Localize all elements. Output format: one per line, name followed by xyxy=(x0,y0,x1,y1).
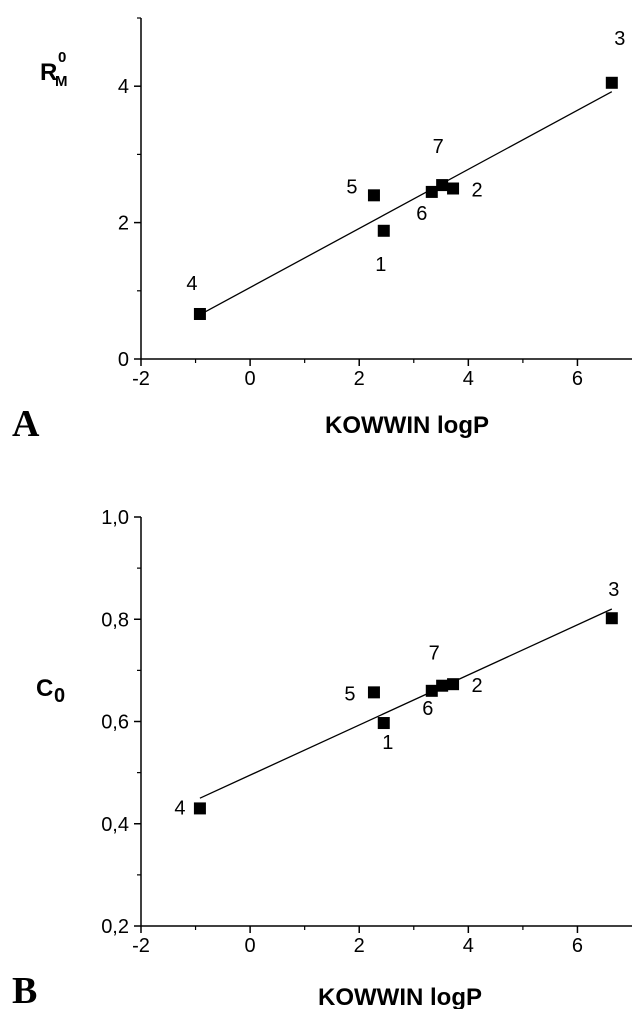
panel-b-y-tick-label: 0,4 xyxy=(101,814,129,836)
panel-b-marks: -2 0 2 4 6 0,2 0,4 0,6 0,8 1,0 1 2 3 4 5 6 7 xyxy=(101,507,619,957)
panel-b-point-label-3: 3 xyxy=(608,579,619,601)
panel-a-point-label-3: 3 xyxy=(614,28,625,50)
panel-a-y-tick-label: 4 xyxy=(118,76,129,98)
panel-a-point-label-4: 4 xyxy=(186,273,197,295)
panel-a-ylabel-superscript: 0 xyxy=(58,49,66,66)
panel-a-ylabel-base: R xyxy=(40,59,57,86)
panel-b-fit-line xyxy=(199,608,613,799)
panel-a-point-5 xyxy=(367,189,380,202)
panel-a-point-label-7: 7 xyxy=(433,136,444,158)
panel-a-point-2 xyxy=(447,182,460,195)
panel-a-point-label-6: 6 xyxy=(416,203,427,225)
panel-a-y-tick-label: 0 xyxy=(118,349,129,371)
panel-b-x-tick-label: 0 xyxy=(245,935,256,957)
panel-b-y-axis-label: C 0 xyxy=(36,675,65,707)
panel-a-x-tick-label: 0 xyxy=(245,368,256,390)
panel-b-y-tick-label: 1,0 xyxy=(101,507,129,529)
panel-b-point-6 xyxy=(425,684,438,697)
panel-b-point-label-4: 4 xyxy=(174,797,185,819)
panel-b-x-tick-label: 4 xyxy=(463,935,474,957)
panel-b-y-tick-label: 0,6 xyxy=(101,712,129,734)
panel-a-point-label-5: 5 xyxy=(346,176,357,198)
panel-a-y-tick-label: 2 xyxy=(118,213,129,235)
panel-a-x-tick-label: 6 xyxy=(572,368,583,390)
panel-a-point-3 xyxy=(605,76,618,89)
panel-a-xlabel: KOWWIN logP xyxy=(325,412,489,439)
panel-a-point-6 xyxy=(425,185,438,198)
panel-a-y-axis-label: R 0 M xyxy=(40,49,68,90)
panel-b-letter: B xyxy=(12,970,37,1009)
panel-a-point-4 xyxy=(193,307,206,320)
panel-b-x-tick-label: -2 xyxy=(132,935,150,957)
panel-b-point-label-2: 2 xyxy=(471,675,482,697)
panel-a-ylabel-subscript: M xyxy=(55,73,68,90)
panel-a-x-tick-label: 2 xyxy=(354,368,365,390)
panel-b-point-2 xyxy=(447,678,460,691)
panel-a-point-7 xyxy=(436,179,449,192)
panel-b-y-tick-label: 0,8 xyxy=(101,609,129,631)
panel-a-x-tick-label: -2 xyxy=(132,368,150,390)
panel-b-point-3 xyxy=(605,612,618,625)
panel-a-point-label-2: 2 xyxy=(471,180,482,202)
panel-b-point-7 xyxy=(436,679,449,692)
panel-b-point-1 xyxy=(377,717,390,730)
panel-a-point-label-1: 1 xyxy=(375,254,386,276)
panel-b-x-tick-label: 6 xyxy=(572,935,583,957)
panel-b-ylabel-base: C xyxy=(36,675,53,702)
panel-b-point-label-5: 5 xyxy=(344,683,355,705)
panel-b-point-4 xyxy=(193,802,206,815)
panel-a-x-tick-label: 4 xyxy=(463,368,474,390)
panel-b-ylabel-subscript: 0 xyxy=(54,685,65,707)
panel-a-letter: A xyxy=(12,403,40,445)
panel-a-point-1 xyxy=(377,224,390,237)
panel-b-point-label-1: 1 xyxy=(382,732,393,754)
panel-b-y-tick-label: 0,2 xyxy=(101,916,129,938)
panel-b-point-label-6: 6 xyxy=(422,698,433,720)
panel-b-point-label-7: 7 xyxy=(429,643,440,665)
panel-b-point-5 xyxy=(367,686,380,699)
panel-a-axes xyxy=(140,18,632,360)
panel-b-chart: -2 0 2 4 6 0,2 0,4 0,6 0,8 1,0 1 2 3 4 5 6 7 C 0 KOWWIN … xyxy=(12,507,632,1009)
panel-a-fit-line xyxy=(199,91,613,316)
panel-b-xlabel: KOWWIN logP xyxy=(318,984,482,1009)
panel-b-x-tick-label: 2 xyxy=(354,935,365,957)
